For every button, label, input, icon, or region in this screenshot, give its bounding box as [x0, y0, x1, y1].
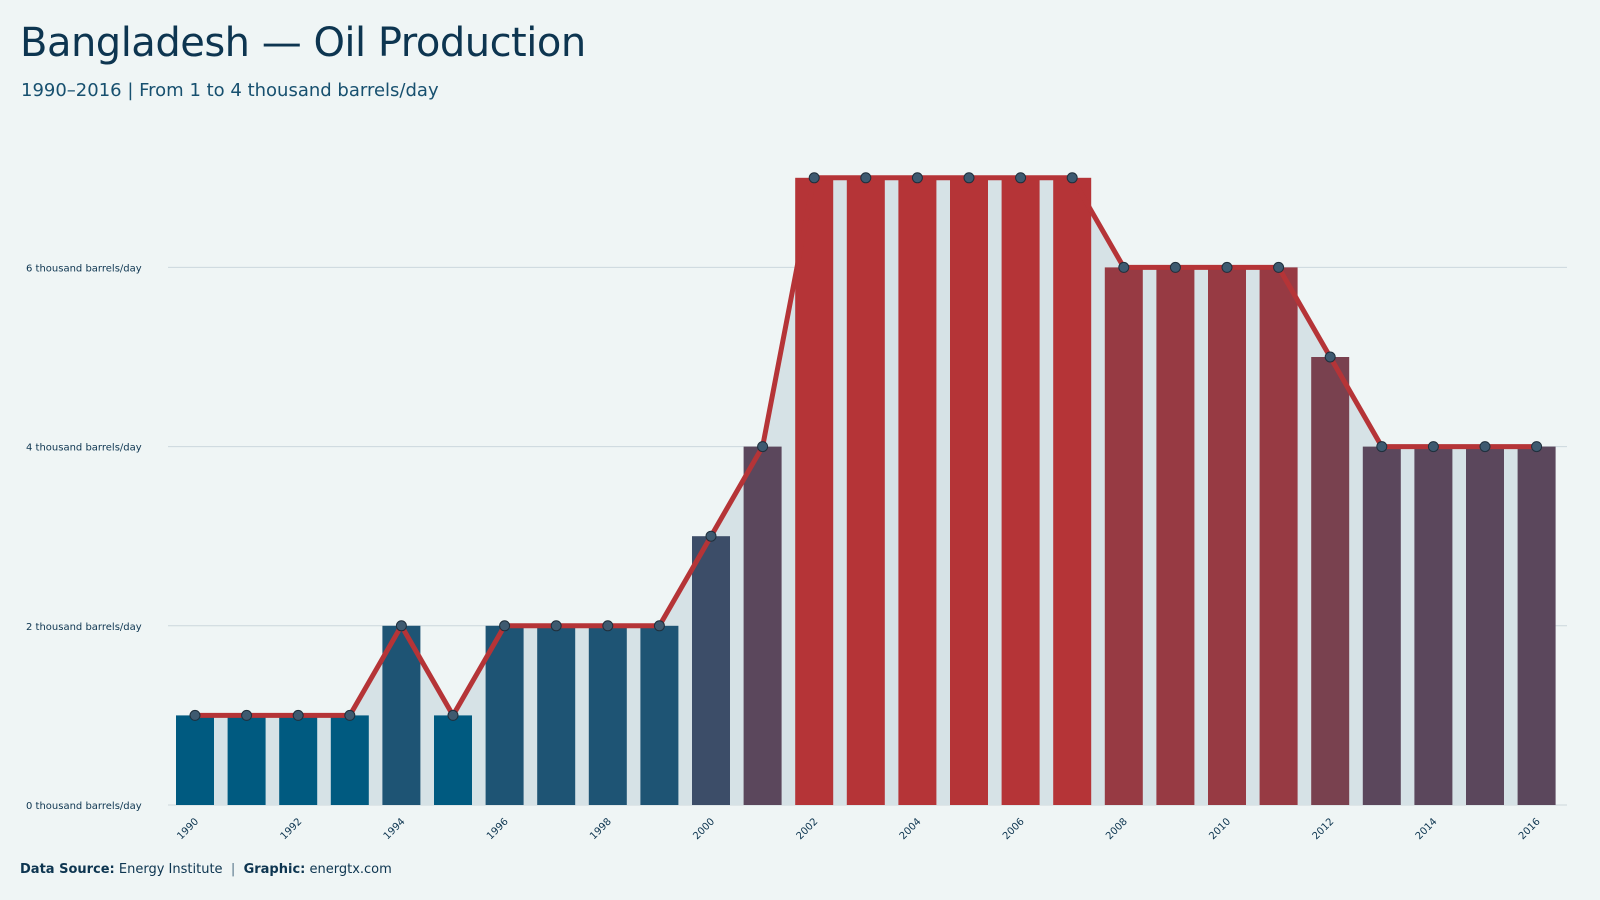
- y-tick-label: 0 thousand barrels/day: [26, 801, 142, 812]
- bar: [898, 177, 937, 806]
- data-point: [911, 172, 923, 184]
- footer-credits: Data Source: Energy Institute | Graphic:…: [20, 862, 392, 877]
- x-tick-label: 2010: [1207, 816, 1233, 842]
- data-point: [705, 530, 717, 542]
- bar: [537, 625, 576, 805]
- page-subtitle: 1990–2016 | From 1 to 4 thousand barrels…: [21, 80, 439, 101]
- data-point: [1479, 441, 1491, 453]
- data-point: [241, 709, 253, 721]
- data-point: [550, 620, 562, 632]
- graphic-value: energtx.com: [309, 862, 392, 877]
- bar: [950, 177, 988, 806]
- bar: [846, 177, 885, 806]
- y-tick-label: 4 thousand barrels/day: [26, 443, 142, 454]
- bar: [485, 625, 524, 805]
- data-point: [1376, 441, 1388, 453]
- data-point: [1169, 261, 1181, 273]
- bar: [279, 715, 318, 805]
- data-point: [499, 620, 511, 632]
- data-point: [189, 709, 201, 721]
- data-point: [292, 709, 304, 721]
- data-point: [1221, 261, 1233, 273]
- bar: [1156, 267, 1195, 805]
- x-tick-label: 2014: [1414, 816, 1440, 842]
- data-point: [1324, 351, 1336, 363]
- data-point: [653, 620, 665, 632]
- bar: [588, 625, 627, 805]
- bar: [227, 715, 266, 805]
- bar: [1001, 177, 1040, 806]
- x-tick-label: 2002: [795, 816, 821, 842]
- bar: [176, 715, 214, 805]
- data-point: [757, 441, 769, 453]
- x-tick-label: 2012: [1311, 816, 1337, 842]
- x-tick-label: 1994: [382, 816, 408, 842]
- bar-layer: [176, 177, 1556, 806]
- x-tick-label: 2006: [1001, 816, 1027, 842]
- graphic-label: Graphic:: [243, 862, 306, 877]
- bar: [1208, 267, 1246, 805]
- x-tick-label: 2008: [1104, 816, 1130, 842]
- bar: [795, 177, 834, 806]
- x-tick-label: 2016: [1517, 816, 1543, 842]
- bar: [1104, 267, 1143, 805]
- page-title: Bangladesh — Oil Production: [20, 20, 586, 66]
- bar: [1259, 267, 1298, 805]
- data-point: [1118, 261, 1130, 273]
- footer-separator: |: [230, 862, 236, 877]
- bar: [434, 715, 472, 805]
- bar: [640, 625, 679, 805]
- data-point: [447, 709, 459, 721]
- x-tick-label: 1996: [485, 816, 511, 842]
- data-point: [1427, 441, 1439, 453]
- data-point: [602, 620, 614, 632]
- data-point: [860, 172, 872, 184]
- x-tick-label: 1998: [588, 816, 614, 842]
- data-point: [344, 709, 356, 721]
- bar: [382, 625, 421, 805]
- y-tick-label: 2 thousand barrels/day: [26, 622, 142, 633]
- bar: [1517, 446, 1556, 805]
- bar: [1466, 446, 1504, 805]
- data-point: [1066, 172, 1078, 184]
- source-value: Energy Institute: [118, 862, 223, 877]
- bar: [692, 536, 730, 805]
- bar: [1414, 446, 1453, 805]
- bar: [743, 446, 782, 805]
- x-tick-label: 1992: [279, 816, 305, 842]
- bar: [330, 715, 369, 805]
- source-label: Data Source:: [20, 862, 115, 877]
- y-tick-label: 6 thousand barrels/day: [26, 263, 142, 274]
- bar: [1311, 357, 1350, 805]
- bar: [1053, 177, 1092, 806]
- data-point: [1273, 261, 1285, 273]
- data-point: [1531, 441, 1543, 453]
- data-point: [963, 172, 975, 184]
- data-point: [808, 172, 820, 184]
- data-point: [395, 620, 407, 632]
- dot-layer: [189, 172, 1543, 721]
- data-point: [1015, 172, 1027, 184]
- x-tick-label: 2000: [691, 816, 717, 842]
- x-tick-label: 1990: [175, 816, 201, 842]
- x-tick-label: 2004: [898, 816, 924, 842]
- bar: [1362, 446, 1401, 805]
